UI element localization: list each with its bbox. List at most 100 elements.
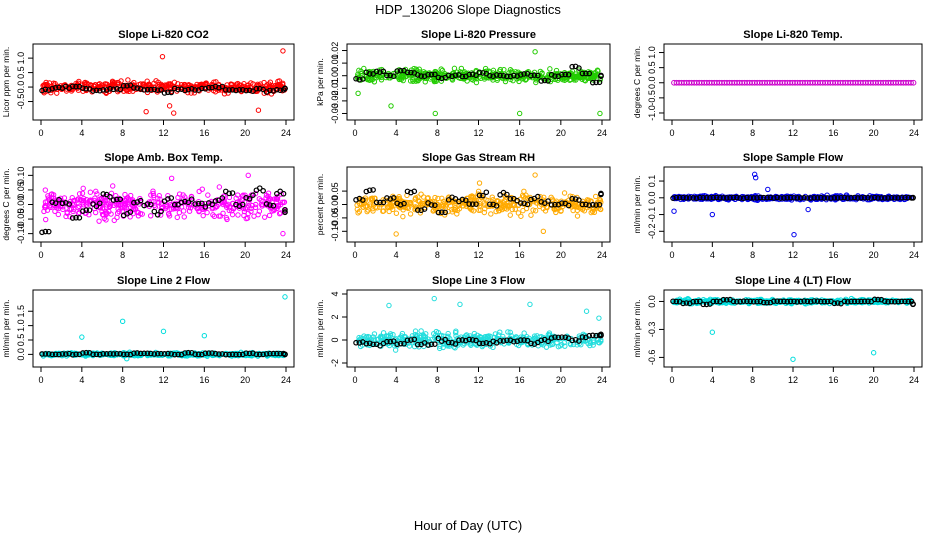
mean-point	[131, 199, 137, 206]
mean-point	[586, 70, 593, 77]
data-point	[400, 213, 406, 220]
outlier-point	[386, 302, 392, 309]
y-tick-label: -0.10	[16, 223, 26, 244]
data-point	[521, 188, 527, 195]
mean-point	[760, 299, 767, 306]
x-tick-label: 0	[669, 250, 674, 260]
mean-point	[791, 194, 797, 201]
mean-point	[888, 298, 895, 305]
data-point	[460, 342, 466, 348]
mean-point	[137, 86, 144, 92]
data-point	[187, 205, 194, 211]
outlier-point	[280, 48, 286, 54]
outlier-point	[355, 90, 361, 97]
mean-point	[569, 63, 575, 70]
data-point	[181, 214, 187, 220]
mean-point	[66, 201, 72, 207]
mean-point	[387, 72, 394, 79]
data-point	[175, 81, 181, 87]
x-tick-label: 24	[281, 375, 291, 385]
data-point	[528, 212, 534, 218]
panel-title: Slope Gas Stream RH	[422, 152, 535, 164]
panel-title: Slope Line 3 Flow	[432, 275, 525, 287]
data-point	[122, 191, 128, 198]
panel-title: Slope Sample Flow	[743, 152, 844, 164]
mean-point	[892, 195, 898, 201]
data-point	[463, 200, 470, 206]
mean-point	[435, 209, 442, 216]
mean-point	[73, 83, 79, 90]
mean-point	[720, 296, 727, 303]
y-axis-label: ml/min per min.	[632, 299, 642, 357]
mean-point	[373, 68, 380, 75]
data-point	[385, 333, 392, 340]
data-point	[42, 187, 49, 193]
data-point	[133, 206, 139, 212]
mean-point	[683, 300, 690, 306]
data-point	[224, 216, 230, 223]
y-tick-label: -1.0	[647, 105, 657, 121]
mean-point	[713, 194, 720, 201]
mean-point	[83, 207, 90, 213]
outlier-point	[532, 49, 538, 55]
mean-point	[910, 194, 916, 201]
y-tick-label: 1.5	[16, 305, 26, 318]
mean-point	[373, 199, 380, 206]
data-point	[61, 195, 68, 201]
data-point	[93, 188, 99, 195]
mean-point	[226, 87, 232, 93]
mean-point	[103, 87, 110, 93]
data-point	[412, 328, 419, 334]
mean-point	[507, 196, 514, 202]
y-tick-label: -0.05	[330, 208, 340, 229]
mean-point	[881, 195, 888, 201]
chart-panel-7: Slope Line 2 Flow ml/min per min. 0 4 8 12 16 2…	[1, 275, 295, 385]
mean-point	[598, 73, 604, 79]
mean-point	[209, 350, 215, 356]
mean-point	[771, 195, 777, 201]
mean-point	[97, 351, 103, 358]
data-point	[497, 329, 503, 335]
mean-point	[521, 337, 527, 343]
x-tick-label: 0	[38, 250, 43, 260]
mean-point	[192, 201, 198, 207]
mean-point	[56, 84, 62, 91]
y-tick-label: -0.5	[647, 90, 657, 106]
y-tick-label: 0.0	[647, 295, 657, 308]
mean-point	[511, 338, 517, 345]
mean-point	[100, 351, 107, 357]
data-point	[412, 195, 419, 201]
x-tick-label: 20	[556, 375, 566, 385]
mean-point	[42, 228, 49, 235]
y-tick-label: 0	[330, 337, 340, 342]
y-axis-label: kPa per min.	[315, 58, 325, 106]
data-point	[387, 201, 393, 207]
mean-point	[898, 298, 905, 305]
data-point	[493, 338, 500, 344]
mean-point	[165, 89, 171, 96]
data-point	[413, 78, 419, 84]
outlier-point	[143, 108, 149, 115]
mean-point	[428, 71, 435, 78]
data-point	[415, 78, 421, 84]
mean-point	[114, 350, 120, 357]
mean-point	[384, 338, 390, 345]
mean-point	[821, 298, 828, 305]
data-point	[421, 333, 427, 339]
mean-point	[445, 197, 452, 203]
outlier-point	[159, 53, 166, 60]
mean-point	[848, 298, 854, 305]
mean-point	[353, 339, 359, 346]
mean-point	[141, 350, 147, 357]
data-points	[39, 172, 288, 237]
data-point	[504, 203, 511, 210]
outlier-point	[280, 230, 286, 237]
data-point	[440, 203, 446, 209]
data-point	[102, 209, 109, 215]
mean-point	[134, 85, 141, 91]
mean-point	[851, 194, 858, 201]
data-point	[217, 213, 224, 219]
data-point	[124, 194, 131, 201]
mean-point	[576, 197, 582, 203]
x-tick-label: 4	[710, 128, 715, 138]
